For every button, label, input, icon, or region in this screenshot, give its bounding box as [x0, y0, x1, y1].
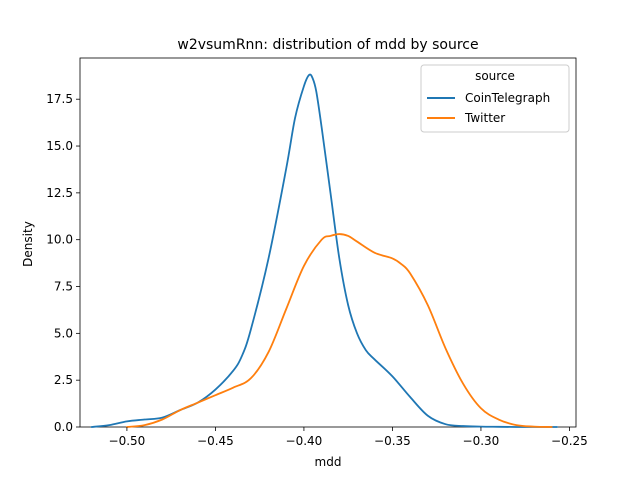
- legend-label-cointelegraph: CoinTelegraph: [465, 91, 550, 105]
- x-tick-label: −0.25: [551, 434, 588, 448]
- y-tick-label: 0.0: [54, 420, 73, 434]
- plot-area: −0.50 −0.45 −0.40 −0.35 −0.30 −0.25 0.0 2.5 5.0…: [46, 57, 588, 448]
- series-layer: [90, 73, 558, 428]
- legend-title: source: [475, 69, 515, 83]
- y-tick-label: 7.5: [54, 280, 73, 294]
- y-axis: 0.0 2.5 5.0 7.5 10.0 12.5 15.0 17.5: [46, 92, 80, 434]
- x-tick-label: −0.30: [463, 434, 500, 448]
- legend: source CoinTelegraph Twitter: [420, 64, 570, 133]
- y-tick-label: 5.0: [54, 326, 73, 340]
- x-axis: −0.50 −0.45 −0.40 −0.35 −0.30 −0.25: [109, 427, 588, 448]
- x-tick-label: −0.50: [109, 434, 146, 448]
- chart-title: w2vsumRnn: distribution of mdd by source: [177, 37, 478, 53]
- x-tick-label: −0.45: [197, 434, 234, 448]
- y-axis-label: Density: [21, 221, 35, 267]
- x-axis-label: mdd: [315, 455, 342, 469]
- y-tick-label: 10.0: [46, 233, 73, 247]
- y-tick-label: 15.0: [46, 139, 73, 153]
- series-line-twitter: [126, 233, 553, 428]
- legend-label-twitter: Twitter: [464, 111, 505, 125]
- x-tick-label: −0.40: [286, 434, 323, 448]
- x-tick-label: −0.35: [374, 434, 411, 448]
- y-tick-label: 17.5: [46, 92, 73, 106]
- y-tick-label: 12.5: [46, 186, 73, 200]
- legend-box: [420, 64, 570, 133]
- plot-frame: [79, 57, 577, 428]
- y-tick-label: 2.5: [54, 373, 73, 387]
